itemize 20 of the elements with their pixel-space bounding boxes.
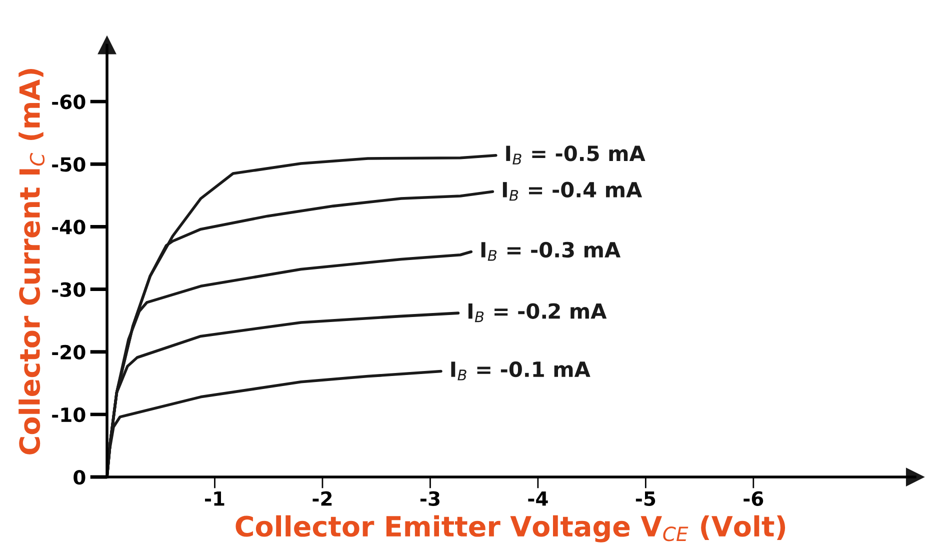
y-tick-label: -50 — [52, 157, 86, 172]
series-label: I$_{B}$ = -0.4 mA — [502, 182, 642, 201]
x-tick-label: -3 — [420, 491, 440, 506]
y-tick-label: -20 — [52, 344, 86, 360]
y-tick-label: -10 — [52, 407, 86, 422]
series-label: I$_{B}$ = -0.1 mA — [451, 361, 590, 380]
x-tick-label: -1 — [205, 492, 224, 506]
y-tick-label: -60 — [52, 94, 86, 110]
y-tick-label: -40 — [52, 220, 86, 234]
series-label: I$_{B}$ = -0.5 mA — [506, 145, 646, 164]
x-tick-label: -4 — [528, 492, 548, 506]
y-tick-label: -30 — [52, 282, 86, 297]
x-tick-label: -2 — [312, 491, 332, 506]
y-tick-label: 0 — [74, 470, 86, 485]
series-label: I$_{B}$ = -0.2 mA — [468, 303, 607, 322]
x-axis-title: Collector Emitter Voltage V$_{CE}$ (Volt) — [236, 515, 786, 542]
y-axis-title: Collector Current I$_{C}$ (mA) — [18, 68, 45, 454]
series-label: I$_{B}$ = -0.3 mA — [481, 242, 620, 261]
x-tick-label: -5 — [636, 492, 656, 506]
x-tick-label: -6 — [744, 491, 764, 506]
